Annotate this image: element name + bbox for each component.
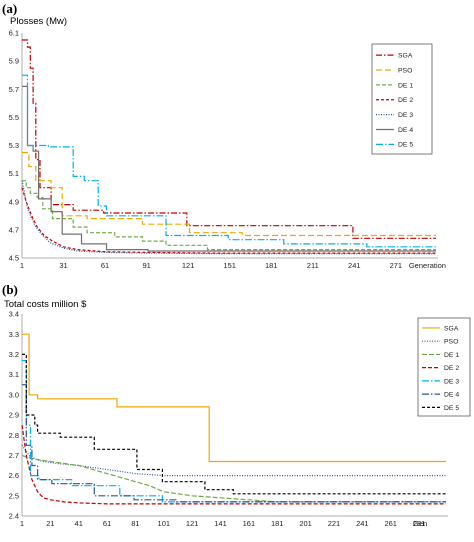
y-tick-label: 5.3 bbox=[9, 141, 19, 150]
x-tick-label: 151 bbox=[223, 261, 236, 270]
series-line-pso bbox=[22, 151, 436, 237]
y-tick-label: 5.5 bbox=[9, 113, 19, 122]
series-line-sga bbox=[22, 39, 436, 239]
plot-area-b: 2.42.52.62.72.82.93.03.13.23.33.41 21 41 61… bbox=[9, 310, 471, 528]
series-line-de-5 bbox=[22, 353, 446, 495]
y-axis-label-a: Plosses (Mw) bbox=[10, 16, 67, 27]
legend-label: SGA bbox=[444, 325, 459, 332]
x-tick-label: 201 bbox=[299, 519, 312, 528]
legend-label: DE 2 bbox=[444, 365, 459, 372]
y-tick-label: 5.9 bbox=[9, 57, 19, 66]
series-line-de-1 bbox=[21, 454, 446, 503]
x-tick-label: 1 bbox=[20, 519, 24, 528]
x-tick-label: 241 bbox=[356, 519, 369, 528]
x-tick-label: 271 bbox=[390, 261, 403, 270]
x-tick-label: 91 bbox=[142, 261, 150, 270]
x-tick-label: 141 bbox=[214, 519, 227, 528]
x-tick-label: 211 bbox=[307, 261, 319, 270]
y-tick-label: 5.1 bbox=[9, 169, 19, 178]
x-tick-label: 21 bbox=[46, 519, 54, 528]
y-tick-label: 2.6 bbox=[9, 471, 19, 480]
legend-label: PSO bbox=[398, 67, 412, 74]
y-tick-label: 2.9 bbox=[9, 411, 19, 420]
y-tick-label: 2.5 bbox=[9, 491, 19, 500]
series-line-de-5 bbox=[22, 74, 436, 248]
series-line-pso bbox=[21, 444, 446, 477]
legend-label: PSO bbox=[444, 339, 458, 346]
series-line-sga bbox=[22, 333, 446, 463]
legend-label: DE 4 bbox=[398, 127, 413, 134]
legend-label: DE 1 bbox=[398, 82, 413, 89]
series-line-de-1 bbox=[22, 180, 436, 251]
x-tick-label: 31 bbox=[59, 261, 67, 270]
x-tick-label: 61 bbox=[103, 519, 111, 528]
x-axis-label-a: Generation bbox=[409, 261, 446, 270]
legend-label: DE 2 bbox=[398, 97, 413, 104]
legend-label: DE 1 bbox=[444, 352, 459, 359]
legend-b: SGA PSO DE 1 DE 2 DE 3 DE 4 DE 5 bbox=[417, 317, 471, 417]
y-tick-label: 3.0 bbox=[9, 390, 19, 399]
series-line-de-2 bbox=[21, 187, 436, 254]
legend-label: DE 4 bbox=[444, 392, 459, 399]
panel-label-b: (b) bbox=[2, 282, 18, 297]
x-tick-label: 41 bbox=[75, 519, 83, 528]
x-tick-label: 241 bbox=[348, 261, 361, 270]
legend-label: DE 5 bbox=[444, 405, 459, 412]
plot-area-a: 4.5 4.7 4.9 5.1 5.3 5.5 5.7 5.9 6.1 1 31 61 91 121 151… bbox=[9, 29, 446, 270]
x-tick-label: 161 bbox=[243, 519, 256, 528]
y-tick-label: 2.4 bbox=[9, 512, 19, 521]
y-tick-label: 4.5 bbox=[9, 254, 19, 263]
y-tick-label: 3.3 bbox=[9, 330, 19, 339]
series-line-de-2 bbox=[21, 425, 446, 505]
x-tick-label: 181 bbox=[265, 261, 278, 270]
y-tick-label: 3.4 bbox=[9, 310, 19, 319]
x-tick-label: 101 bbox=[158, 519, 171, 528]
series-line-de-4 bbox=[22, 384, 446, 503]
x-tick-label: 1 bbox=[20, 261, 24, 270]
legend-label: DE 3 bbox=[444, 378, 459, 385]
series-line-de-3 bbox=[22, 359, 446, 503]
y-tick-label: 3.1 bbox=[9, 370, 19, 379]
y-axis-label-b: Total costs million $ bbox=[4, 299, 87, 310]
y-tick-label: 2.7 bbox=[9, 451, 19, 460]
legend-label: DE 5 bbox=[398, 142, 413, 149]
y-tick-label: 3.2 bbox=[9, 350, 19, 359]
y-tick-label: 4.7 bbox=[9, 225, 19, 234]
panel-label-a: (a) bbox=[2, 1, 17, 16]
x-tick-label: 61 bbox=[101, 261, 109, 270]
y-tick-label: 6.1 bbox=[9, 29, 19, 38]
x-tick-label: 221 bbox=[328, 519, 341, 528]
y-tick-label: 5.7 bbox=[9, 85, 19, 94]
x-axis-label-b: Gen bbox=[413, 519, 427, 528]
x-tick-label: 121 bbox=[182, 261, 195, 270]
y-tick-label: 2.8 bbox=[9, 431, 19, 440]
y-tick-label: 4.9 bbox=[9, 197, 19, 206]
x-tick-label: 261 bbox=[384, 519, 397, 528]
x-tick-label: 181 bbox=[271, 519, 284, 528]
x-tick-label: 281 bbox=[413, 519, 426, 528]
x-tick-label: 121 bbox=[186, 519, 199, 528]
legend-label: SGA bbox=[398, 53, 413, 60]
x-tick-label: 81 bbox=[131, 519, 139, 528]
legend-a: SGA PSO DE 1 DE 2 DE 3 DE 4 DE 5 bbox=[371, 43, 433, 155]
series-line-de-3 bbox=[21, 180, 436, 255]
legend-label: DE 3 bbox=[398, 112, 413, 119]
